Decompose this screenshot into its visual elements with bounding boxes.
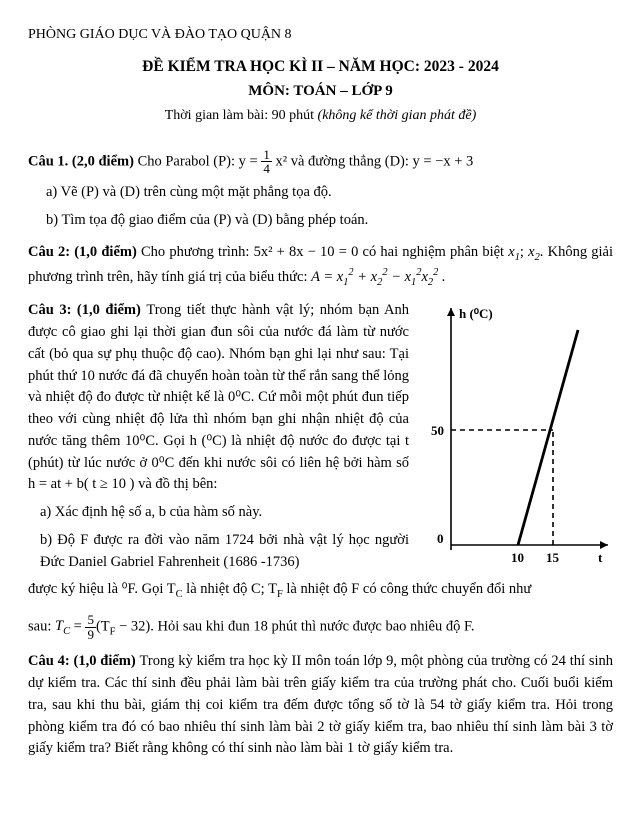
y-arrow	[447, 308, 455, 316]
q1-label: Câu 1. (2,0 điểm)	[28, 153, 138, 169]
q3-a: a) Xác định hệ số a, b của hàm số này.	[40, 502, 409, 524]
q3-sau-b: (T	[96, 618, 110, 634]
h-axis-label: h (⁰C)	[459, 306, 493, 321]
q3-tc: TC	[55, 618, 70, 634]
origin-label: 0	[437, 531, 444, 546]
exam-time: Thời gian làm bài: 90 phút (không kể thờ…	[28, 105, 613, 126]
q3-eq: =	[70, 618, 85, 634]
q3-after-a: được ký hiệu là ⁰F. Gọi T	[28, 581, 176, 597]
q2-x1: x1	[508, 244, 520, 260]
q2-A: A = x12 + x22 − x12x22 .	[311, 269, 445, 285]
question-3-row: Câu 3: (1,0 điểm) Trong tiết thực hành v…	[28, 300, 613, 579]
q2-period: .	[540, 244, 544, 260]
q3-sau-a: sau:	[28, 618, 55, 634]
q2-l1a: Cho phương trình: 5x² + 8x − 10 = 0 có h…	[141, 244, 508, 260]
q3-frac-n: 5	[85, 613, 96, 628]
x-arrow	[600, 541, 608, 549]
q3-frac: 59	[85, 613, 96, 641]
q3-sau: sau: TC = 59(TF − 32). Hỏi sau khi đun 1…	[28, 613, 613, 641]
x-tick-10: 10	[511, 550, 524, 565]
q4-label: Câu 4: (1,0 điểm)	[28, 653, 140, 669]
q2-sep: ;	[520, 244, 528, 260]
q1-pre: Cho Parabol (P): y =	[138, 153, 262, 169]
q3-body: Trong tiết thực hành vật lý; nhóm bạn An…	[28, 302, 409, 492]
x-tick-15: 15	[546, 550, 560, 565]
time-text: Thời gian làm bài: 90 phút	[165, 108, 318, 123]
q3-frac-d: 9	[85, 628, 96, 642]
question-3-text: Câu 3: (1,0 điểm) Trong tiết thực hành v…	[28, 300, 409, 579]
q1-frac: 14	[261, 148, 272, 176]
chart-svg: h (⁰C) t 50 10 15 0	[423, 300, 613, 575]
q3-after: được ký hiệu là ⁰F. Gọi TC là nhiệt độ C…	[28, 579, 613, 603]
question-4: Câu 4: (1,0 điểm) Trong kỳ kiểm tra học …	[28, 651, 613, 760]
q3-b: b) Độ F được ra đời vào năm 1724 bởi nhà…	[40, 530, 409, 574]
org-header: PHÒNG GIÁO DỤC VÀ ĐÀO TẠO QUẬN 8	[28, 24, 613, 45]
exam-subject: MÔN: TOÁN – LỚP 9	[28, 80, 613, 103]
exam-title: ĐỀ KIỂM TRA HỌC KÌ II – NĂM HỌC: 2023 - …	[28, 55, 613, 78]
y-tick-50: 50	[431, 423, 444, 438]
q1-post: x² và đường thẳng (D): y = −x + 3	[272, 153, 473, 169]
time-note: (không kể thời gian phát đề)	[318, 108, 477, 123]
q3-label: Câu 3: (1,0 điểm)	[28, 302, 146, 318]
q1-b: b) Tìm tọa độ giao điểm của (P) và (D) b…	[46, 210, 613, 232]
q1-frac-n: 1	[261, 148, 272, 163]
q3-sub-c: C	[176, 589, 183, 600]
q3-after-c: là nhiệt độ F có công thức chuyển đổi nh…	[283, 581, 531, 597]
question-2: Câu 2: (1,0 điểm) Cho phương trình: 5x² …	[28, 242, 613, 291]
q2-label: Câu 2: (1,0 điểm)	[28, 244, 141, 260]
question-1: Câu 1. (2,0 điểm) Cho Parabol (P): y = 1…	[28, 148, 613, 232]
q2-x2: x2	[528, 244, 540, 260]
data-line	[518, 330, 578, 545]
q3-sau-c: − 32). Hỏi sau khi đun 18 phút thì nước …	[115, 618, 474, 634]
q1-a: a) Vẽ (P) và (D) trên cùng một mặt phẳng…	[46, 182, 613, 204]
q1-frac-d: 4	[261, 162, 272, 176]
q3-after-b: là nhiệt độ C; T	[183, 581, 277, 597]
t-axis-label: t	[598, 550, 603, 565]
q3-chart: h (⁰C) t 50 10 15 0	[423, 300, 613, 575]
